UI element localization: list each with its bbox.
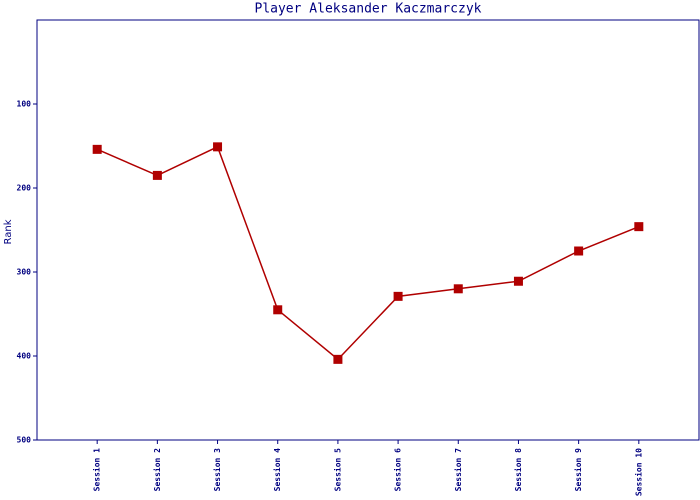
- x-tick-label: Session 8: [513, 448, 523, 492]
- point-marker: [393, 291, 403, 301]
- x-tick-label: Session 9: [573, 448, 583, 492]
- x-tick-label: Session 6: [393, 448, 403, 492]
- point-marker: [453, 284, 463, 294]
- x-tick-label: Session 3: [212, 448, 222, 492]
- x-tick-label: Session 5: [332, 448, 342, 492]
- x-tick-label: Session 1: [92, 448, 102, 492]
- point-marker: [333, 354, 343, 364]
- chart-title: Player Aleksander Kaczmarczyk: [255, 2, 482, 17]
- point-marker: [213, 142, 223, 152]
- x-tick-label: Session 2: [152, 448, 162, 492]
- y-tick-label: 100: [17, 100, 32, 109]
- point-marker: [273, 305, 283, 315]
- point-marker: [92, 144, 102, 154]
- y-tick-label: 500: [17, 436, 32, 445]
- point-marker: [634, 222, 644, 232]
- plot-frame: [36, 19, 700, 441]
- x-tick-label: Session 4: [272, 448, 282, 492]
- series-line: [96, 145, 640, 361]
- y-tick-label: 200: [17, 184, 32, 193]
- y-axis-label: Rank: [3, 219, 14, 244]
- point-marker: [513, 276, 523, 286]
- point-marker: [574, 246, 584, 256]
- y-tick-label: 300: [17, 268, 32, 277]
- y-tick-label: 400: [17, 352, 32, 361]
- x-tick-label: Session 7: [453, 448, 463, 492]
- x-tick-label: Session 10: [633, 448, 643, 496]
- point-marker: [152, 170, 162, 180]
